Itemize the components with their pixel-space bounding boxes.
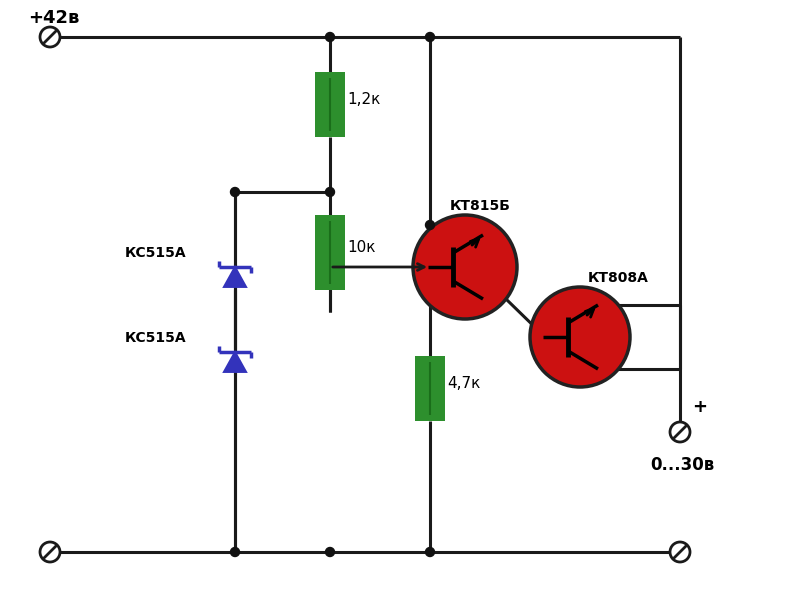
Circle shape [325, 548, 334, 557]
Circle shape [426, 220, 434, 229]
Text: +42в: +42в [28, 9, 79, 27]
Text: КС515А: КС515А [125, 246, 187, 260]
Text: 10к: 10к [347, 240, 375, 255]
Bar [415, 356, 445, 421]
Circle shape [413, 215, 517, 319]
Text: 0...30в: 0...30в [650, 456, 714, 474]
Circle shape [670, 542, 690, 562]
Text: 4,7к: 4,7к [447, 376, 481, 392]
Circle shape [670, 422, 690, 442]
Text: КТ808А: КТ808А [588, 271, 649, 285]
Text: 1,2к: 1,2к [347, 92, 380, 107]
Text: КС515А: КС515А [125, 331, 187, 345]
Polygon shape [224, 267, 246, 287]
Circle shape [325, 188, 334, 197]
Circle shape [40, 542, 60, 562]
Circle shape [231, 548, 239, 557]
Circle shape [530, 287, 630, 387]
Text: +: + [692, 398, 707, 416]
Text: КТ815Б: КТ815Б [450, 199, 510, 213]
Circle shape [231, 188, 239, 197]
Circle shape [426, 548, 434, 557]
Circle shape [40, 27, 60, 47]
Circle shape [426, 33, 434, 41]
Bar [315, 214, 345, 290]
Circle shape [325, 33, 334, 41]
Polygon shape [224, 352, 246, 372]
Bar [315, 72, 345, 137]
